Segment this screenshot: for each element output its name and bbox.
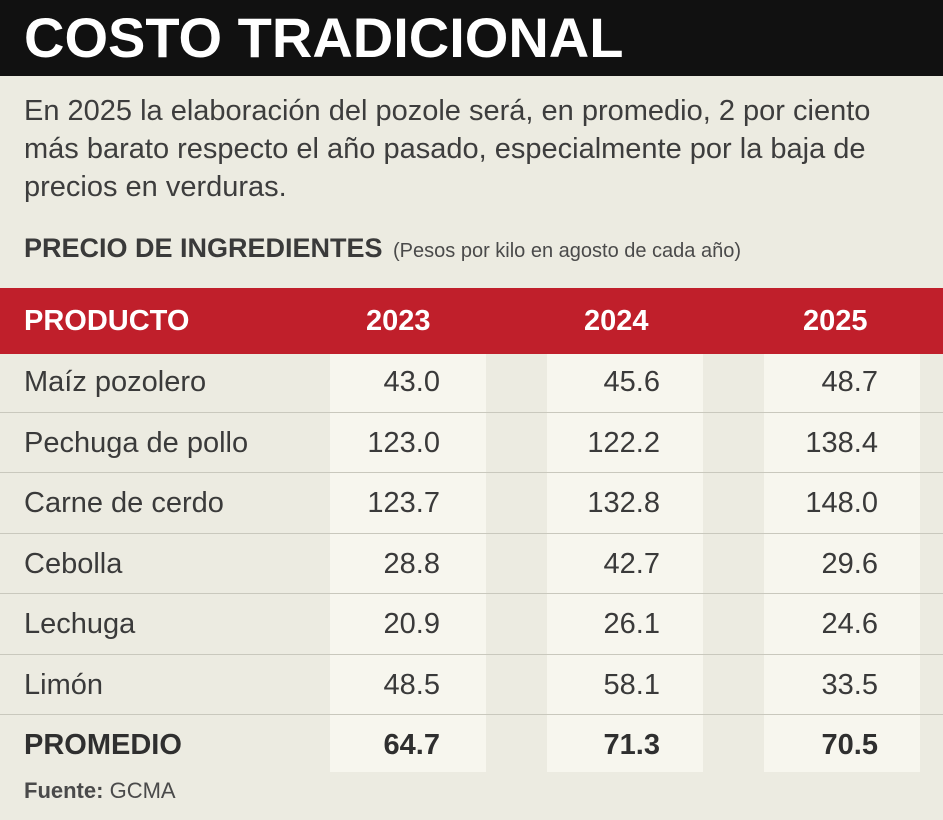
price-value-2024: 122.2 (587, 426, 660, 459)
product-name: Pechuga de pollo (24, 426, 249, 459)
row-divider (0, 653, 943, 655)
row-divider (0, 411, 943, 413)
page-title: COSTO TRADICIONAL (24, 6, 624, 69)
price-value-2023: 123.0 (367, 426, 440, 459)
intro-text: En 2025 la elaboración del pozole será, … (24, 95, 871, 203)
product-name: Carne de cerdo (24, 487, 224, 519)
row-divider (0, 593, 943, 594)
header-producto: PRODUCTO (24, 305, 190, 337)
table-subtitle: PRECIO DE INGREDIENTES (Pesos por kilo e… (24, 233, 934, 264)
price-value-2024: 58.1 (603, 668, 660, 701)
source-value: GCMA (109, 778, 176, 803)
average-value-2024: 71.3 (603, 729, 660, 761)
product-name: Maíz pozolero (24, 366, 207, 398)
source-line: Fuente: GCMA (24, 778, 176, 804)
price-value-2025: 24.6 (821, 608, 878, 640)
row-divider (0, 714, 943, 715)
price-value-2025: 48.7 (821, 366, 878, 398)
column-bg-2023 (330, 354, 486, 772)
price-value-2023: 43.0 (383, 366, 440, 398)
price-value-2025: 138.4 (805, 426, 878, 459)
product-name: Limón (24, 668, 103, 701)
price-value-2025: 148.0 (805, 487, 878, 519)
average-value-2023: 64.7 (383, 729, 440, 761)
price-value-2025: 33.5 (821, 668, 878, 701)
column-bg-2025 (764, 354, 920, 772)
header-2025: 2025 (803, 305, 868, 337)
price-value-2025: 29.6 (821, 547, 878, 580)
price-value-2023: 48.5 (383, 668, 440, 701)
price-value-2024: 45.6 (603, 366, 660, 398)
product-name: Cebolla (24, 547, 123, 580)
subtitle-main: PRECIO DE INGREDIENTES (24, 233, 383, 263)
table-header: PRODUCTO 2023 2024 2025 (0, 288, 943, 354)
price-value-2023: 123.7 (367, 487, 440, 519)
price-value-2024: 26.1 (603, 608, 660, 640)
source-label: Fuente: (24, 778, 104, 803)
subtitle-note: (Pesos por kilo en agosto de cada año) (393, 240, 742, 262)
product-name: Lechuga (24, 608, 136, 640)
price-value-2023: 28.8 (383, 547, 440, 580)
header-2023: 2023 (366, 305, 431, 337)
average-value-2025: 70.5 (821, 729, 878, 761)
row-divider (0, 532, 943, 534)
title-bar: COSTO TRADICIONAL (0, 0, 943, 76)
price-value-2024: 132.8 (587, 487, 660, 519)
header-2024: 2024 (584, 305, 649, 337)
price-value-2023: 20.9 (383, 608, 440, 640)
column-bg-2024 (547, 354, 703, 772)
row-divider (0, 472, 943, 473)
price-value-2024: 42.7 (603, 547, 660, 580)
average-label: PROMEDIO (24, 729, 182, 761)
